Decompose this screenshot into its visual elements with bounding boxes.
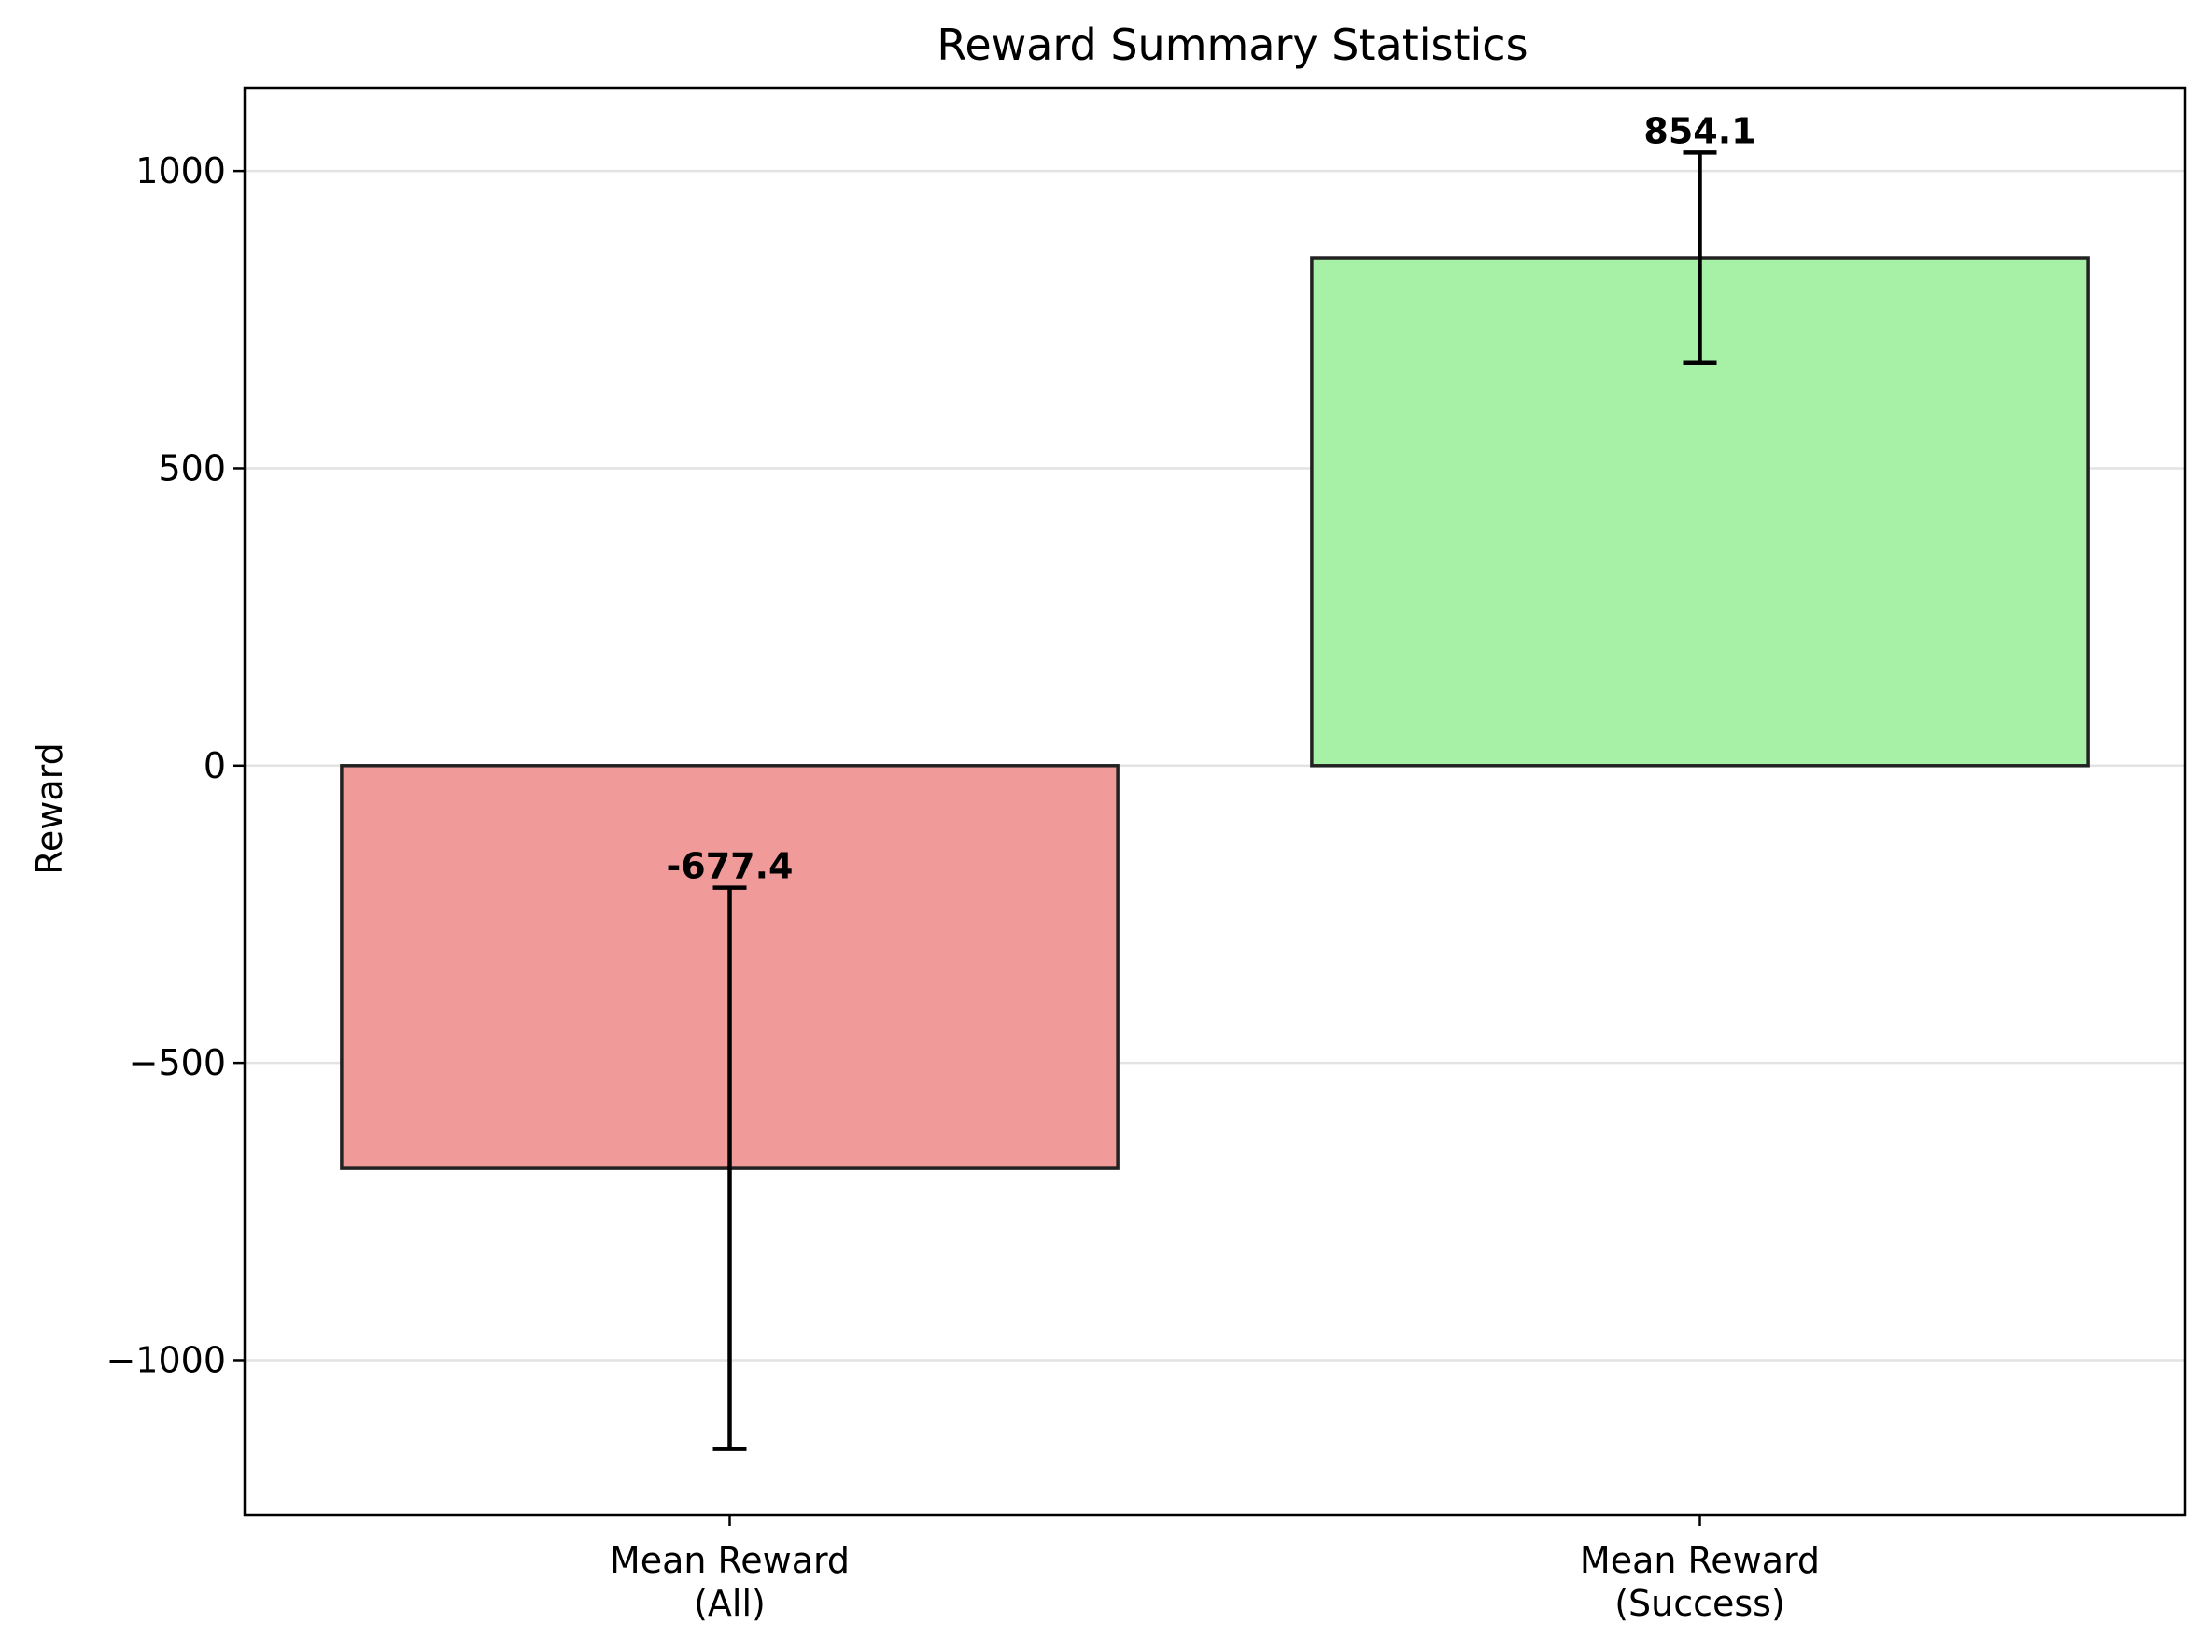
y-tick-label: 500 bbox=[158, 447, 226, 488]
x-tick-label: Mean Reward bbox=[610, 1540, 850, 1581]
error-bars bbox=[712, 150, 1717, 1451]
bar bbox=[1310, 256, 2090, 768]
bars bbox=[340, 256, 2090, 1170]
chart-title: Reward Summary Statistics bbox=[937, 20, 1528, 70]
plot-frame bbox=[243, 86, 2187, 1517]
x-tick-label: (Success) bbox=[1614, 1583, 1785, 1624]
x-tick-label: (All) bbox=[694, 1583, 766, 1624]
y-tick-label: 0 bbox=[204, 745, 226, 786]
y-tick-label: −500 bbox=[129, 1042, 226, 1083]
y-axis-label: Reward bbox=[29, 742, 70, 875]
data-label: 854.1 bbox=[1643, 110, 1755, 151]
x-tick-label: Mean Reward bbox=[1580, 1540, 1820, 1581]
data-label: -677.4 bbox=[667, 846, 794, 887]
value-labels: -677.4 854.1 bbox=[667, 110, 1756, 886]
y-tick-label: 1000 bbox=[135, 150, 226, 191]
y-tick-label: −1000 bbox=[106, 1339, 226, 1380]
